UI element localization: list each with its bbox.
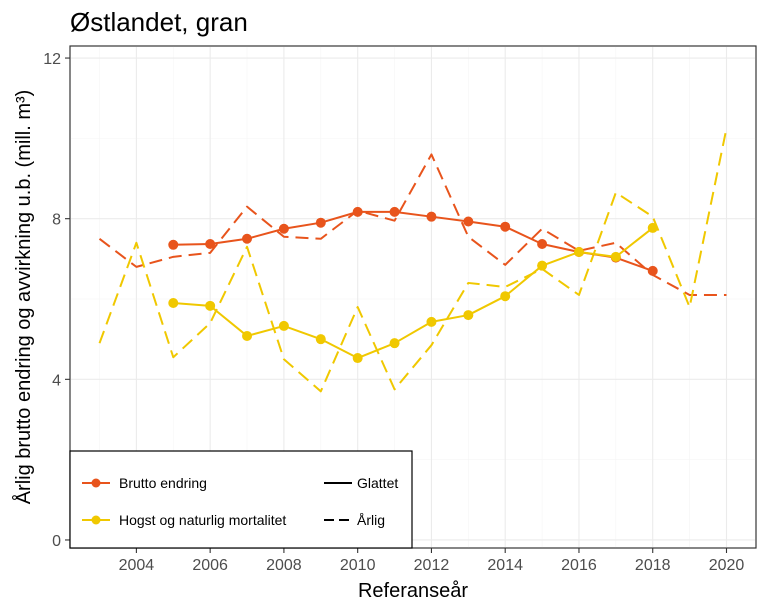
y-tick-label: 0 bbox=[52, 533, 61, 550]
x-tick-label: 2014 bbox=[487, 557, 523, 574]
data-point-hogst-glattet bbox=[389, 338, 400, 349]
data-point-brutto-glattet bbox=[315, 217, 326, 228]
y-tick-label: 8 bbox=[52, 212, 61, 229]
data-point-brutto-glattet bbox=[278, 223, 289, 234]
data-point-hogst-glattet bbox=[352, 353, 363, 364]
data-point-brutto-glattet bbox=[537, 238, 548, 249]
data-point-hogst-glattet bbox=[537, 260, 548, 271]
y-tick-label: 4 bbox=[52, 372, 61, 389]
data-point-brutto-glattet bbox=[242, 233, 253, 244]
x-axis-ticks: 2004 2006 2008 2010 2012 2014 2016 2018 2020 bbox=[119, 548, 745, 574]
legend-label-brutto-endring: Brutto endring bbox=[119, 475, 207, 491]
data-point-hogst-glattet bbox=[315, 334, 326, 345]
x-tick-label: 2012 bbox=[414, 557, 450, 574]
legend-box bbox=[69, 450, 413, 549]
chart-title: Østlandet, gran bbox=[70, 7, 248, 37]
data-point-brutto-glattet bbox=[389, 206, 400, 217]
x-tick-label: 2006 bbox=[192, 557, 228, 574]
series-layer bbox=[98, 128, 728, 393]
data-point-brutto-glattet bbox=[205, 238, 216, 249]
legend-label-hogst: Hogst og naturlig mortalitet bbox=[119, 512, 286, 528]
legend-key-brutto-marker bbox=[91, 478, 101, 488]
x-tick-label: 2010 bbox=[340, 557, 376, 574]
data-point-brutto-glattet bbox=[500, 221, 511, 232]
data-point-brutto-glattet bbox=[352, 206, 363, 217]
data-point-hogst-glattet bbox=[426, 316, 437, 327]
data-point-hogst-glattet bbox=[242, 330, 253, 341]
legend-label-glattet: Glattet bbox=[357, 475, 398, 491]
data-point-brutto-glattet bbox=[463, 216, 474, 227]
data-point-hogst-glattet bbox=[463, 310, 474, 321]
series-line-brutto-glattet bbox=[173, 210, 654, 272]
x-tick-label: 2020 bbox=[709, 557, 745, 574]
y-axis-label: Årlig brutto endring og avvirkning u.b. … bbox=[12, 90, 35, 505]
data-point-hogst-glattet bbox=[500, 291, 511, 302]
series-line-brutto-arlig bbox=[98, 153, 727, 296]
data-point-hogst-glattet bbox=[610, 251, 621, 262]
data-point-hogst-glattet bbox=[573, 247, 584, 258]
legend-key-hogst-marker bbox=[91, 515, 101, 525]
data-point-hogst-glattet bbox=[168, 298, 179, 309]
series-line-hogst-arlig bbox=[98, 128, 728, 393]
legend: Brutto endring Hogst og naturlig mortali… bbox=[69, 450, 413, 549]
x-tick-label: 2018 bbox=[635, 557, 671, 574]
x-tick-label: 2016 bbox=[561, 557, 597, 574]
data-point-hogst-glattet bbox=[278, 320, 289, 331]
series-line-hogst-glattet bbox=[173, 227, 654, 360]
x-axis-label: Referanseår bbox=[358, 580, 468, 602]
data-point-hogst-glattet bbox=[647, 222, 658, 233]
x-tick-label: 2004 bbox=[119, 557, 155, 574]
data-point-brutto-glattet bbox=[647, 265, 658, 276]
x-tick-label: 2008 bbox=[266, 557, 302, 574]
data-point-hogst-glattet bbox=[205, 300, 216, 311]
plot-frame bbox=[69, 45, 757, 549]
data-point-brutto-glattet bbox=[426, 211, 437, 222]
legend-label-arlig: Årlig bbox=[357, 512, 385, 528]
y-tick-label: 12 bbox=[43, 51, 61, 68]
data-point-brutto-glattet bbox=[168, 239, 179, 250]
y-axis-ticks: 0 4 8 12 bbox=[43, 51, 70, 550]
